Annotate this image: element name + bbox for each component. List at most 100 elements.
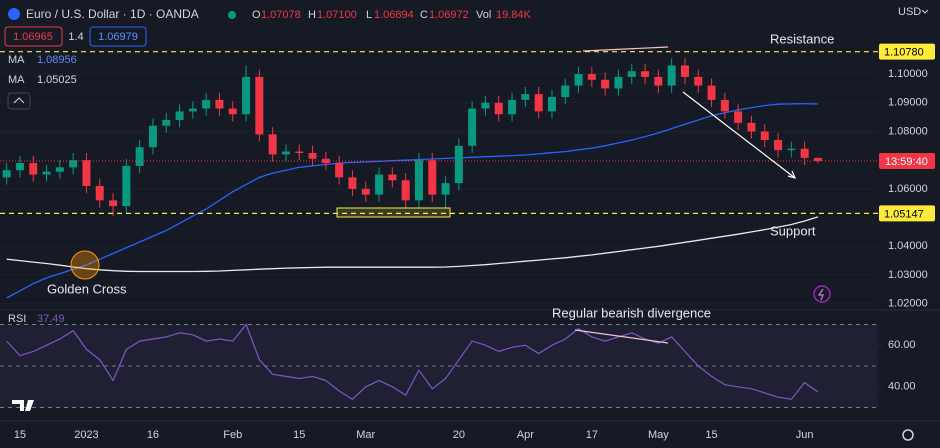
ohlc-key: L bbox=[366, 9, 372, 21]
candle-body bbox=[800, 148, 809, 158]
rsi-divergence-line bbox=[574, 329, 669, 344]
ohlc-value: 1.06972 bbox=[429, 9, 469, 21]
support-zone bbox=[336, 207, 451, 218]
x-tick-label: 2023 bbox=[74, 429, 98, 441]
candle-body bbox=[268, 134, 277, 155]
candle-body bbox=[42, 171, 51, 175]
alert-icon[interactable] bbox=[813, 285, 831, 303]
y-tick-label: 1.09000 bbox=[888, 97, 928, 109]
candle-body bbox=[2, 170, 11, 178]
level-tag bbox=[879, 205, 935, 222]
bid-price[interactable]: 1.06965 bbox=[13, 31, 53, 43]
spread: 1.4 bbox=[68, 31, 83, 43]
price-axis bbox=[878, 0, 940, 448]
candle-body bbox=[29, 163, 38, 175]
candle-body bbox=[680, 65, 689, 77]
candle-body bbox=[641, 71, 650, 77]
candle-body bbox=[95, 186, 104, 201]
volume-key: Vol bbox=[476, 9, 491, 21]
candle-body bbox=[508, 99, 517, 115]
settings-icon[interactable] bbox=[902, 429, 914, 441]
sell-button[interactable] bbox=[4, 26, 63, 47]
x-tick-label: Feb bbox=[223, 429, 242, 441]
rsi-line bbox=[6, 323, 819, 400]
ohlc-key: C bbox=[420, 9, 428, 21]
symbol-title[interactable]: Euro / U.S. Dollar · 1D · OANDA bbox=[26, 7, 199, 21]
rsi-name: RSI bbox=[8, 313, 26, 325]
candle-body bbox=[162, 119, 171, 126]
market-status bbox=[228, 11, 236, 19]
x-tick-label: 20 bbox=[453, 429, 465, 441]
candle-body bbox=[774, 140, 783, 151]
candle-body bbox=[321, 158, 330, 164]
y-tick-label: 1.08000 bbox=[888, 125, 928, 137]
candle-body bbox=[281, 151, 290, 155]
candle-body bbox=[135, 147, 144, 166]
y-tick-label: 40.00 bbox=[888, 381, 916, 393]
symbol-icon bbox=[8, 8, 20, 20]
ohlc-value: 1.06894 bbox=[374, 9, 414, 21]
ohlc-key: O bbox=[252, 9, 261, 21]
x-tick-label: 15 bbox=[14, 429, 26, 441]
alert-bolt bbox=[817, 288, 825, 301]
candle-body bbox=[494, 102, 503, 115]
legend-name: MA bbox=[8, 54, 25, 66]
level-price: 1.10780 bbox=[884, 47, 924, 59]
ask-price[interactable]: 1.06979 bbox=[98, 31, 138, 43]
candle-body bbox=[601, 79, 610, 89]
candle-body bbox=[148, 125, 157, 148]
candle-body bbox=[561, 85, 570, 98]
candle-body bbox=[534, 94, 543, 112]
y-tick-label: 1.04000 bbox=[888, 240, 928, 252]
candle-body bbox=[401, 180, 410, 201]
moving-average bbox=[6, 216, 819, 273]
x-tick-label: 15 bbox=[293, 429, 305, 441]
buy-button[interactable] bbox=[89, 26, 147, 47]
volume-value: 19.84K bbox=[496, 9, 532, 21]
arrow-head bbox=[787, 170, 797, 179]
legend-value: 1.08956 bbox=[37, 54, 77, 66]
resistance-label: Resistance bbox=[770, 31, 834, 46]
candle-body bbox=[547, 97, 556, 112]
candle-body bbox=[667, 65, 676, 86]
candle-body bbox=[481, 102, 490, 109]
candle-body bbox=[720, 99, 729, 112]
candle-body bbox=[55, 167, 64, 172]
legend-name: MA bbox=[8, 74, 25, 86]
x-tick-label: Mar bbox=[356, 429, 375, 441]
candle-body bbox=[215, 99, 224, 109]
countdown: 13:59:40 bbox=[885, 156, 928, 168]
candle-body bbox=[361, 188, 370, 195]
candle-body bbox=[707, 85, 716, 100]
logo[interactable] bbox=[12, 400, 34, 411]
moving-average bbox=[6, 102, 819, 299]
collapse-button[interactable] bbox=[7, 92, 31, 110]
candle-body bbox=[654, 76, 663, 86]
level-tag bbox=[879, 43, 935, 60]
countdown-tag bbox=[879, 152, 935, 169]
candle-body bbox=[15, 163, 24, 171]
divergence-label: Regular bearish divergence bbox=[552, 305, 711, 320]
candle-body bbox=[813, 157, 822, 161]
candle-body bbox=[454, 145, 463, 184]
candle-body bbox=[308, 152, 317, 159]
candle-body bbox=[587, 74, 596, 80]
currency[interactable]: USD bbox=[898, 6, 921, 18]
y-tick-label: 60.00 bbox=[888, 339, 916, 351]
candle-body bbox=[348, 177, 357, 189]
candle-body bbox=[747, 122, 756, 132]
candle-body bbox=[242, 76, 251, 115]
golden-cross-marker bbox=[70, 250, 100, 280]
candle-body bbox=[388, 174, 397, 181]
currency-caret bbox=[921, 9, 929, 14]
ohlc-value: 1.07078 bbox=[261, 9, 301, 21]
support-label: Support bbox=[770, 223, 816, 238]
candle-body bbox=[760, 131, 769, 141]
candle-body bbox=[228, 108, 237, 115]
x-tick-label: 16 bbox=[147, 429, 159, 441]
rsi-value: 37.49 bbox=[37, 313, 65, 325]
candle-body bbox=[122, 165, 131, 207]
candle-body bbox=[69, 160, 78, 168]
